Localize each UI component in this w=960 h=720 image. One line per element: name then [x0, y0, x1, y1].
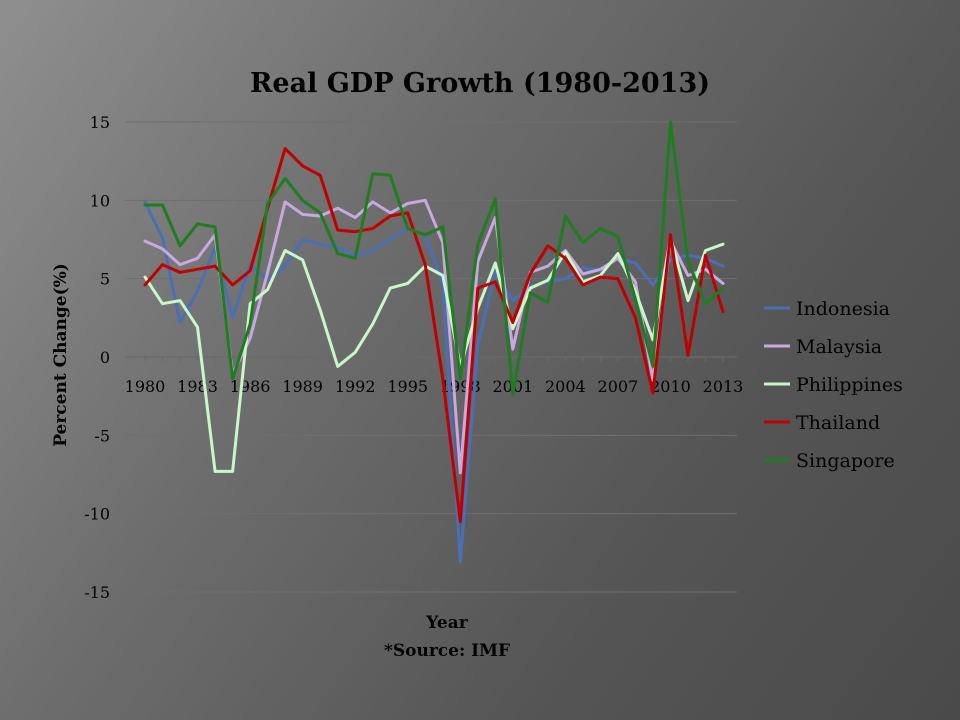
x-tick-label: 2013	[703, 377, 744, 396]
legend-label-malaysia: Malaysia	[796, 336, 882, 358]
series-line-philippines	[143, 236, 725, 473]
source-note: *Source: IMF	[384, 641, 510, 661]
x-tick-label: 2004	[545, 377, 586, 396]
chart-title: Real GDP Growth (1980-2013)	[250, 68, 710, 99]
y-axis-label: Percent Change(%)	[51, 263, 71, 447]
y-tick-label: 10	[90, 191, 110, 210]
legend: Indonesia Malaysia Philippines Thailand Sing…	[764, 298, 903, 472]
legend-label-singapore: Singapore	[796, 450, 895, 472]
y-tick-label: -15	[84, 583, 110, 602]
legend-label-philippines: Philippines	[796, 374, 903, 396]
x-tick-labels: 1980 1983 1986 1989 1992 1995 1998 2001 2004 2007…	[125, 357, 744, 396]
y-tick-label: -5	[94, 426, 110, 445]
x-tick-label: 1983	[177, 377, 218, 396]
y-tick-label: 0	[100, 348, 110, 367]
x-tick-label: 1980	[125, 377, 166, 396]
series-lines	[143, 120, 725, 564]
x-tick-label: 2010	[650, 377, 691, 396]
x-tick-label: 2007	[598, 377, 639, 396]
x-tick-label: 1989	[282, 377, 323, 396]
x-tick-label: 1995	[387, 377, 428, 396]
legend-label-indonesia: Indonesia	[796, 298, 890, 320]
y-tick-label: 5	[100, 270, 110, 289]
series-line-indonesia	[143, 200, 725, 564]
y-tick-labels: -15 -10 -5 0 5 10 15	[84, 113, 110, 602]
series-line-malaysia	[143, 198, 725, 475]
x-tick-label: 1986	[230, 377, 271, 396]
legend-label-thailand: Thailand	[796, 412, 880, 434]
y-tick-label: -10	[84, 505, 110, 524]
x-tick-label: 1992	[335, 377, 376, 396]
y-tick-label: 15	[90, 113, 110, 132]
series-line-singapore	[143, 120, 725, 397]
series-line-thailand	[143, 147, 725, 523]
x-axis-label: Year	[425, 613, 468, 633]
